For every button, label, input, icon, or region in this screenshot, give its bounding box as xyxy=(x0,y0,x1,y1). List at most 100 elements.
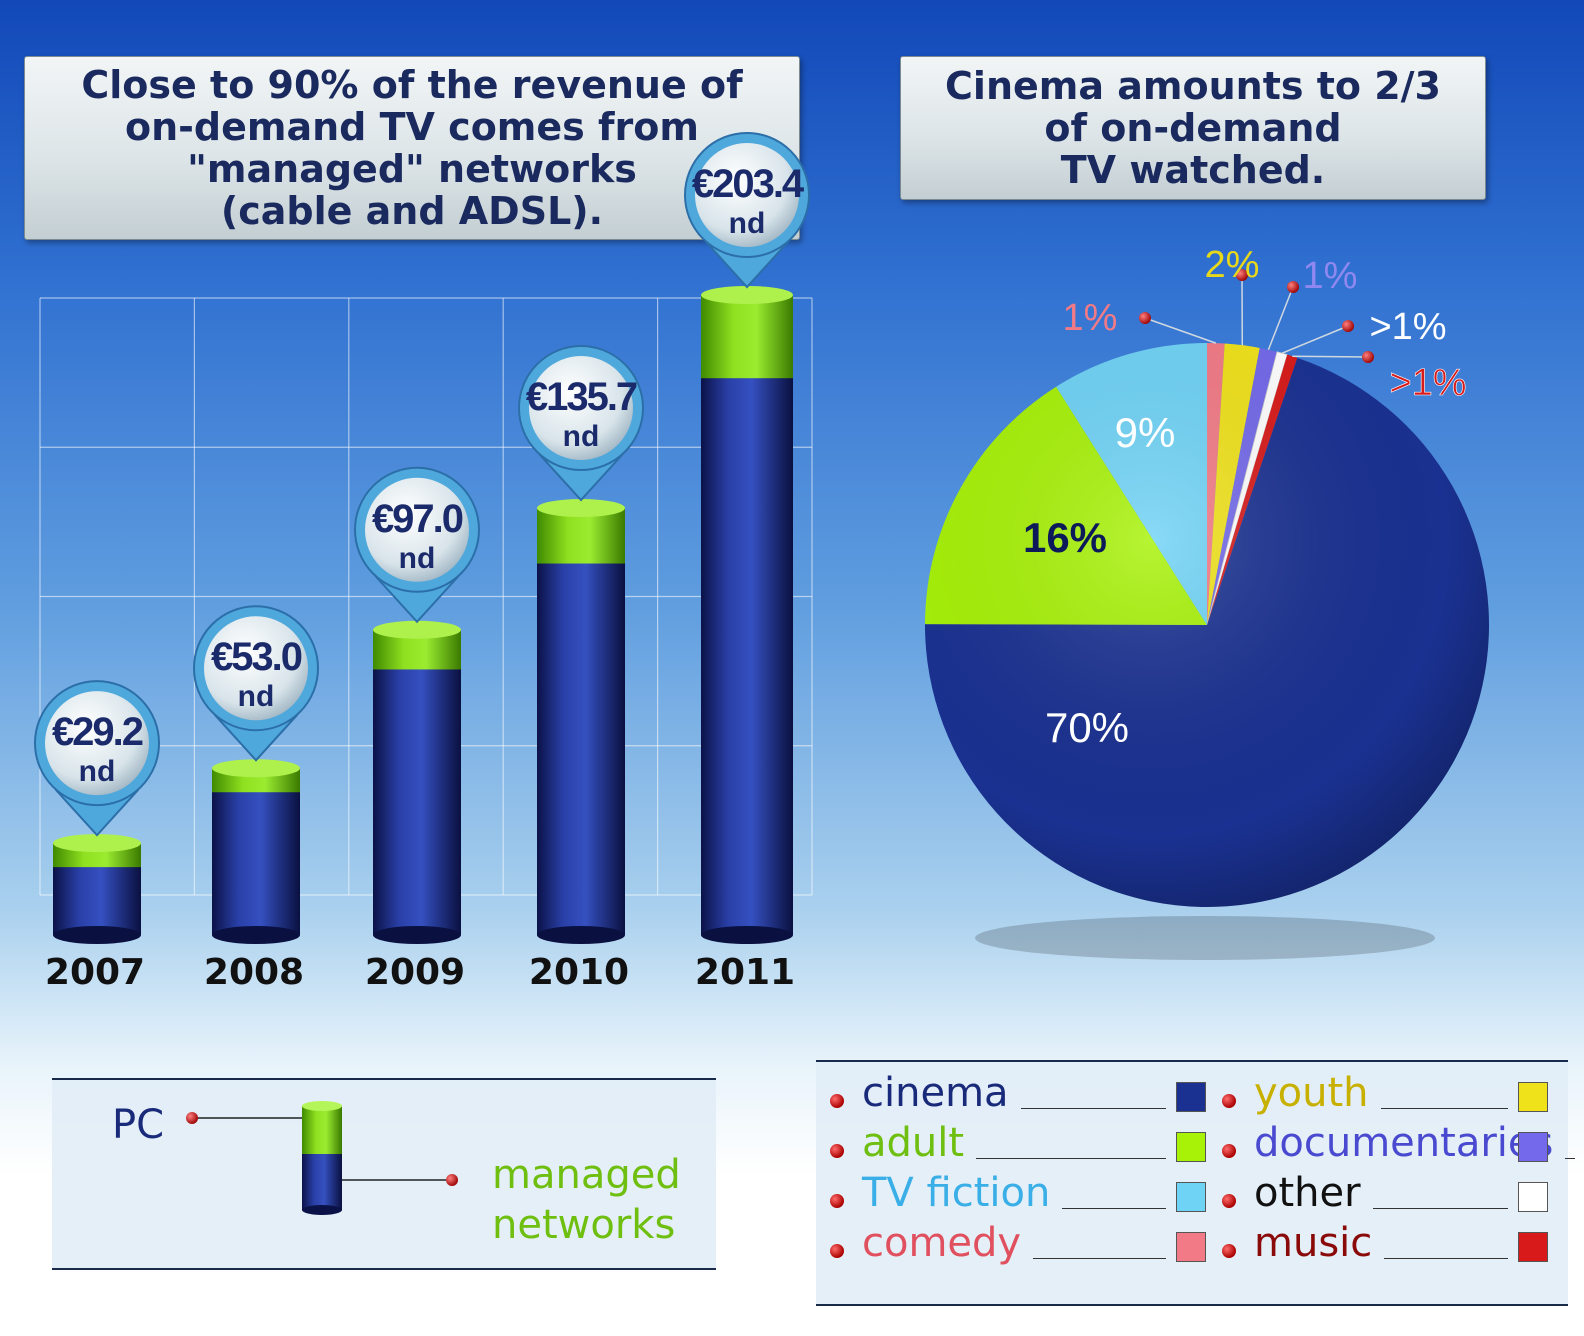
pie-label-tv-fiction: 9% xyxy=(1115,409,1176,456)
legend-swatch xyxy=(1518,1232,1548,1262)
legend-leader-line xyxy=(1062,1208,1166,1209)
bar-base-2011 xyxy=(701,926,793,944)
pie-callout-other: >1% xyxy=(1369,306,1446,348)
legend-swatch xyxy=(1176,1132,1206,1162)
value-pin-2009: €97.0nd xyxy=(354,466,480,624)
legend-leader-line xyxy=(1372,1208,1508,1209)
legend-label: other xyxy=(1254,1170,1361,1216)
legend-bullet xyxy=(830,1244,844,1258)
bar-managed-2008 xyxy=(212,768,300,935)
pin-face xyxy=(695,143,799,247)
bar-base-2008 xyxy=(212,926,300,944)
pin-face xyxy=(204,616,308,721)
legend-swatch xyxy=(1176,1232,1206,1262)
legend-leader-line xyxy=(1384,1258,1508,1259)
legend-item-adult: adult xyxy=(830,1118,1210,1168)
pie-gloss xyxy=(925,343,1489,907)
legend-cylinder xyxy=(186,1101,458,1215)
value-pin-2010: €135.7nd xyxy=(518,345,644,502)
legend-column-2: youth documentaries other music xyxy=(1222,1068,1576,1268)
pie-label-cinema: 70% xyxy=(1045,704,1129,751)
bar-chart-title: Close to 90% of the revenue of on-demand… xyxy=(81,63,743,233)
callout-dot xyxy=(1139,312,1151,324)
bar-top-2011 xyxy=(701,286,793,304)
bar-chart-title-box: Close to 90% of the revenue of on-demand… xyxy=(24,56,800,240)
legend-bullet xyxy=(1222,1144,1236,1158)
callout-line xyxy=(1281,325,1349,354)
legend-leader-line xyxy=(1380,1108,1508,1109)
callout-dot xyxy=(1362,351,1374,363)
legend-item-music: music xyxy=(1222,1218,1552,1268)
callout-dot xyxy=(1236,269,1248,281)
x-tick-2009: 2009 xyxy=(365,952,465,993)
bar-2008 xyxy=(212,759,300,944)
x-axis-labels: 2007 2008 2009 2010 2011 xyxy=(45,952,795,993)
pin-face xyxy=(529,356,633,461)
value-pin-2007: €29.2nd xyxy=(34,680,160,837)
legend-swatch xyxy=(1176,1182,1206,1212)
pin-pc-label: nd xyxy=(399,542,436,575)
pie-chart-title: Cinema amounts to 2/3 of on-demand TV wa… xyxy=(945,64,1441,192)
bar-pc-2011 xyxy=(701,295,793,379)
pie-chart-title-box: Cinema amounts to 2/3 of on-demand TV wa… xyxy=(900,56,1486,200)
pie-callout-music: >1% xyxy=(1389,362,1466,404)
legend-managed-segment xyxy=(302,1154,342,1210)
legend-leader-line xyxy=(1565,1158,1576,1159)
pin-pc-label: nd xyxy=(729,207,766,240)
bar-managed-2011 xyxy=(701,295,793,935)
pin-pc-label: nd xyxy=(79,755,116,788)
pie-labels: 70% 16% 9% 1% 2% 1% >1% >1% xyxy=(1023,244,1467,751)
legend-bullet xyxy=(1222,1244,1236,1258)
legend-leader-line xyxy=(1020,1108,1166,1109)
managed-leader-dot xyxy=(446,1174,458,1186)
bar-2011 xyxy=(701,286,793,944)
bar-managed-2010 xyxy=(537,508,625,935)
bar-top-2007 xyxy=(53,834,141,853)
bar-series xyxy=(53,286,793,944)
callout-line xyxy=(1267,286,1294,351)
value-pin-2011: €203.4nd xyxy=(684,132,810,289)
bar-grid xyxy=(39,297,813,896)
pin-pc-label: nd xyxy=(563,420,600,453)
x-tick-2008: 2008 xyxy=(204,952,304,993)
bar-base-2007 xyxy=(53,926,141,944)
x-tick-2007: 2007 xyxy=(45,952,145,993)
legend-cyl-top xyxy=(302,1101,342,1111)
legend-item-cinema: cinema xyxy=(830,1068,1210,1118)
legend-label: comedy xyxy=(862,1220,1022,1266)
legend-column-1: cinema adult TV fiction comedy xyxy=(830,1068,1210,1268)
legend-swatch xyxy=(1518,1082,1548,1112)
bar-legend: PC managed networks xyxy=(52,1078,716,1270)
pin-value-label: €97.0 xyxy=(372,497,463,541)
legend-label: music xyxy=(1254,1220,1373,1266)
pin-value-label: €29.2 xyxy=(52,710,143,754)
pin-value-label: €53.0 xyxy=(211,635,302,679)
legend-pc-segment xyxy=(302,1106,342,1154)
pc-leader-dot xyxy=(186,1112,198,1124)
legend-cyl-bottom xyxy=(302,1205,342,1215)
pin-value-label: €203.4 xyxy=(692,162,805,206)
bar-managed-2009 xyxy=(373,629,461,935)
pie-callout-documentaries: 1% xyxy=(1303,255,1358,297)
legend-pc-label: PC xyxy=(112,1102,165,1148)
x-tick-2010: 2010 xyxy=(529,952,629,993)
pie-label-adult: 16% xyxy=(1023,514,1107,561)
callout-dot xyxy=(1342,320,1354,332)
pie-callout-youth: 2% xyxy=(1205,244,1260,286)
legend-label: documentaries xyxy=(1254,1120,1554,1166)
bar-2009 xyxy=(373,620,461,944)
legend-leader-line xyxy=(1033,1258,1166,1259)
legend-managed-label: managed networks xyxy=(492,1152,681,1248)
bar-top-2009 xyxy=(373,620,461,639)
bar-base-2010 xyxy=(537,926,625,944)
x-tick-2011: 2011 xyxy=(695,952,795,993)
legend-bullet xyxy=(1222,1194,1236,1208)
callout-line xyxy=(1144,317,1217,344)
legend-item-documentaries: documentaries xyxy=(1222,1118,1576,1168)
pin-value-label: €135.7 xyxy=(526,375,637,419)
legend-bullet xyxy=(830,1094,844,1108)
value-pins: €29.2nd€53.0nd€97.0nd€135.7nd€203.4nd xyxy=(34,132,810,837)
legend-label: TV fiction xyxy=(862,1170,1051,1216)
legend-bullet xyxy=(1222,1094,1236,1108)
